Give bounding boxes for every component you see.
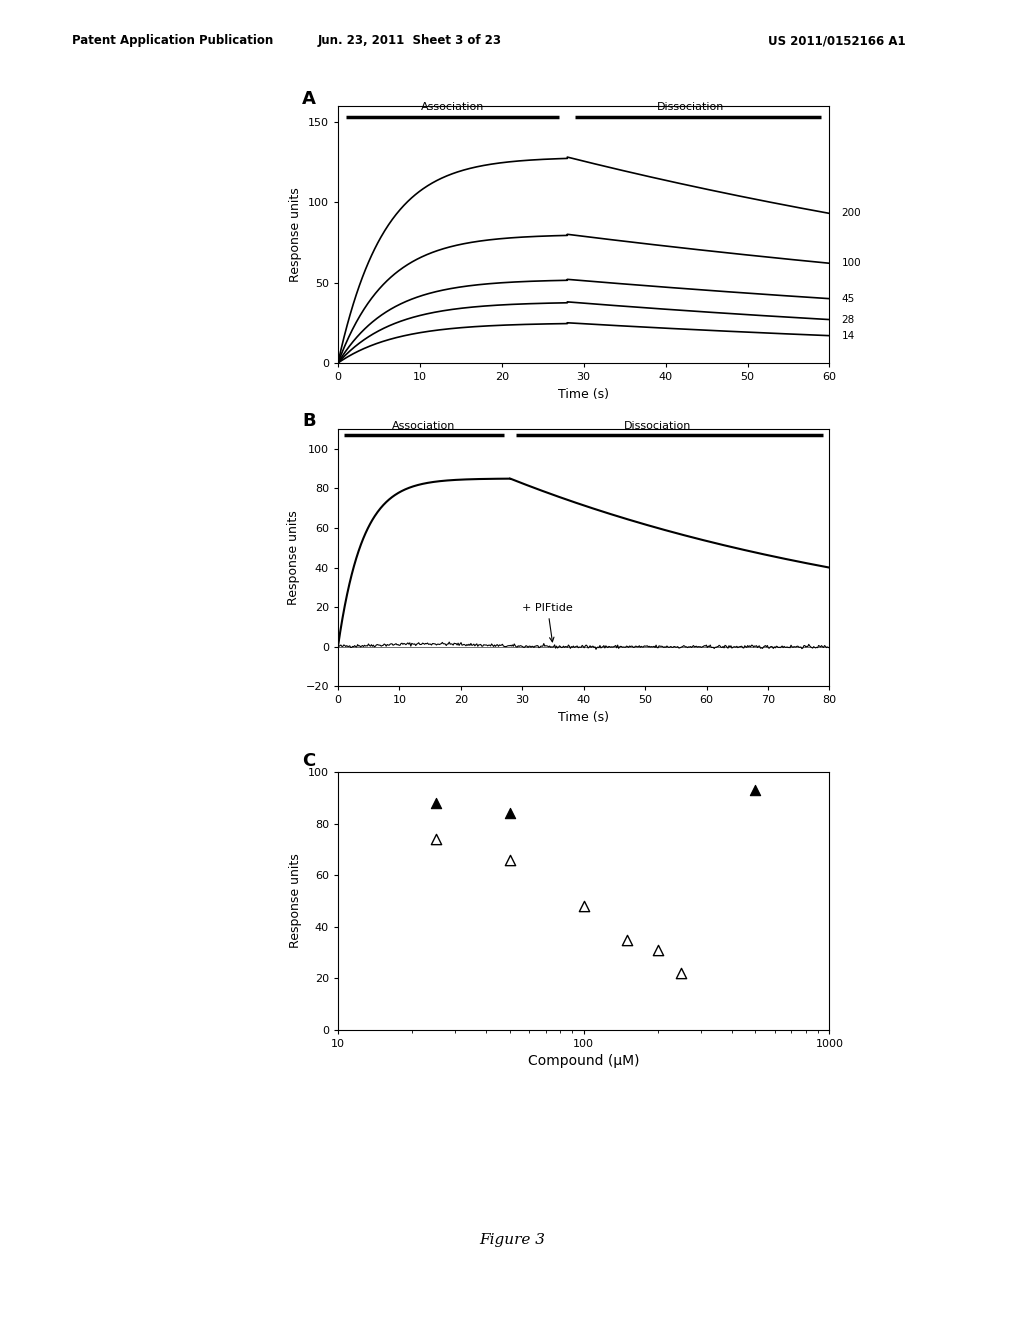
Point — [618, 929, 635, 950]
Text: 200: 200 — [842, 209, 861, 218]
Point — [502, 803, 518, 824]
Y-axis label: Response units: Response units — [290, 854, 302, 948]
Point — [649, 940, 666, 961]
Y-axis label: Response units: Response units — [287, 511, 300, 605]
X-axis label: Time (s): Time (s) — [558, 711, 609, 723]
Text: B: B — [302, 412, 315, 430]
Text: 28: 28 — [842, 314, 855, 325]
Text: 14: 14 — [842, 330, 855, 341]
Text: A: A — [302, 90, 316, 108]
Text: + PIFtide: + PIFtide — [522, 603, 573, 642]
Y-axis label: Response units: Response units — [290, 187, 302, 281]
Text: US 2011/0152166 A1: US 2011/0152166 A1 — [768, 34, 905, 48]
X-axis label: Compound (μM): Compound (μM) — [528, 1055, 639, 1068]
Point — [428, 829, 444, 850]
Point — [428, 792, 444, 813]
Point — [748, 780, 764, 801]
Text: Association: Association — [392, 421, 456, 430]
Text: Figure 3: Figure 3 — [479, 1233, 545, 1247]
Point — [502, 849, 518, 870]
Text: Jun. 23, 2011  Sheet 3 of 23: Jun. 23, 2011 Sheet 3 of 23 — [317, 34, 502, 48]
Text: Dissociation: Dissociation — [624, 421, 691, 430]
X-axis label: Time (s): Time (s) — [558, 388, 609, 400]
Text: C: C — [302, 752, 315, 771]
Point — [575, 895, 592, 916]
Text: Dissociation: Dissociation — [656, 102, 724, 112]
Text: 45: 45 — [842, 293, 855, 304]
Text: Patent Application Publication: Patent Application Publication — [72, 34, 273, 48]
Text: Association: Association — [421, 102, 484, 112]
Text: 100: 100 — [842, 259, 861, 268]
Point — [674, 962, 690, 983]
